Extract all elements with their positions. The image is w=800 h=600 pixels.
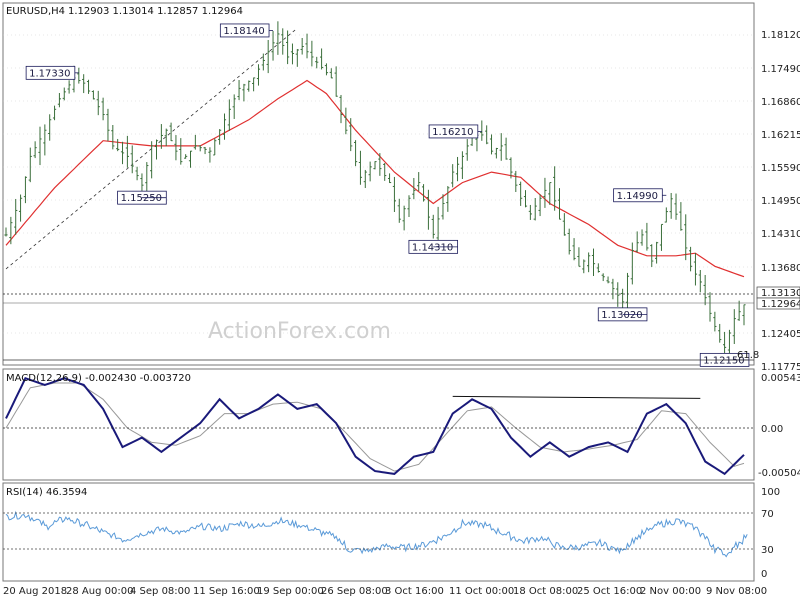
price-bars-group [4,21,746,363]
macd-pane [2,368,755,481]
rsi-tick: 0 [761,569,767,580]
time-tick: 11 Sep 16:00 [193,586,260,597]
macd-line [5,376,745,476]
symbol-title: EURUSD,H4 [6,6,65,17]
time-tick: 9 Nov 08:00 [706,586,767,597]
macd-signal-line [5,382,745,472]
swing-label: 1.18140 [219,23,274,38]
price-tick: 1.15590 [761,163,800,174]
rsi-tick: 70 [761,509,774,520]
time-axis: 20 Aug 2018 28 Aug 00:00 4 Sep 08:00 11 … [3,586,767,597]
time-tick: 20 Aug 2018 [3,586,67,597]
time-tick: 19 Sep 00:00 [257,586,324,597]
ref-price-label: 1.13130 [761,288,800,299]
time-tick: 25 Oct 16:00 [577,586,642,597]
rsi-title: RSI(14) 46.3594 [6,487,87,498]
swing-label-text: 1.15250 [121,193,162,204]
time-tick: 26 Sep 08:00 [321,586,388,597]
swing-label-text: 1.17330 [29,68,70,79]
price-tick: 1.11775 [761,362,800,373]
time-tick: 2 Nov 00:00 [640,586,701,597]
swing-label-text: 1.12150 [703,355,744,366]
macd-tick: -0.005046 [758,468,800,479]
swing-label-text: 1.13020 [601,310,642,321]
rsi-tick: 30 [761,545,774,556]
swing-label: 1.15250 [117,190,167,205]
annotations-group: 1.17330 1.18140 1.15250 1.14310 1.16210 1.149… [25,23,750,367]
price-tick: 1.17490 [761,64,800,75]
swing-label-text: 1.18140 [223,26,264,37]
rsi-pane [2,482,755,582]
price-axis: 1.18120 1.17490 1.16860 1.16215 1.15590 … [756,30,800,373]
swing-label-text: 1.14310 [412,242,453,253]
rsi-tick: 100 [761,487,780,498]
moving-average-group [5,79,745,278]
price-tick: 1.18120 [761,30,800,41]
swing-label: 1.14990 [613,188,667,203]
price-pane [2,2,755,366]
swing-label: 1.14310 [408,239,459,254]
macd-axis: 0.005434 0.00 -0.005046 [758,373,800,479]
macd-group [5,376,745,476]
time-tick: 18 Oct 08:00 [513,586,578,597]
macd-title: MACD(12,26,9) -0.002430 -0.003720 [6,373,191,384]
time-tick: 28 Aug 00:00 [66,586,133,597]
swing-label: 1.17330 [25,65,79,80]
macd-resistance-line [452,395,701,399]
rsi-line [5,510,748,558]
time-tick: 11 Oct 00:00 [449,586,514,597]
rsi-axis: 100 70 30 0 [761,487,780,580]
time-tick: 4 Sep 08:00 [130,586,190,597]
macd-tick: 0.00 [761,424,783,435]
current-price-label: 1.12964 [761,299,800,310]
rsi-group [5,510,748,558]
price-tick: 1.13680 [761,263,800,274]
current-price-box [756,297,800,310]
swing-label-text: 1.16210 [432,127,473,138]
moving-average-line [5,79,745,278]
time-tick: 3 Oct 16:00 [385,586,444,597]
price-tick: 1.12405 [761,329,800,340]
swing-label: 1.13020 [597,307,648,322]
swing-label-text: 1.14990 [617,191,658,202]
macd-tick: 0.005434 [761,373,800,384]
price-tick: 1.14950 [761,196,800,207]
price-tick: 1.16215 [761,130,800,141]
price-tick: 1.14310 [761,229,800,240]
price-tick: 1.16860 [761,97,800,108]
ohlc-values: 1.12903 1.13014 1.12857 1.12964 [68,6,243,17]
fib-label: 61.8 [737,350,759,361]
watermark: ActionForex.com [208,319,391,344]
swing-label: 1.16210 [428,124,482,139]
